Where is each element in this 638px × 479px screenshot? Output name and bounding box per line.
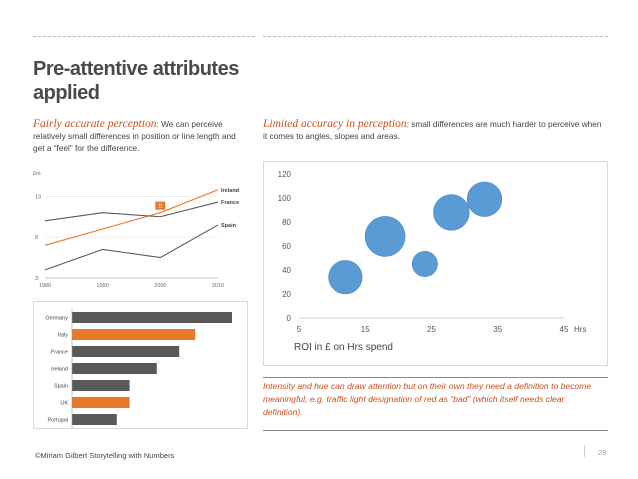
bubble-xtick-label: 35 xyxy=(493,325,502,334)
bubble-point xyxy=(466,181,503,217)
left-description-text: : We can perceive relatively small diffe… xyxy=(33,119,236,153)
line-series-label: Ireland xyxy=(221,188,239,194)
line-series-label: Spain xyxy=(221,223,237,229)
bubble-xtick-label: 45 xyxy=(560,325,569,334)
bubble-chart-svg: 0 20 40 60 80 100 120 5 15 25 35 45 Hrs ROI in £ on H… xyxy=(278,170,587,353)
bubble-chart-title: ROI in £ on Hrs spend xyxy=(294,342,393,353)
bubble-point xyxy=(433,194,470,231)
left-description-emphasis: Fairly accurate perception xyxy=(33,118,157,130)
line-chart-annotation-label: 11 xyxy=(158,204,163,210)
bar-chart: Germany Italy France Ireland Spain UK Portugal xyxy=(33,301,248,429)
bubble-ytick-label: 40 xyxy=(282,266,291,275)
page-number: 28 xyxy=(598,448,607,457)
line-chart-ytick-label: 3 xyxy=(35,276,38,282)
bar-category-label: UK xyxy=(60,401,68,407)
bubble-point xyxy=(328,260,363,295)
line-series-spain xyxy=(44,224,219,271)
footer-credit: ©Miriam Gilbert Storytelling with Number… xyxy=(35,451,175,460)
bar-italy xyxy=(72,329,196,340)
bubble-ytick-label: 20 xyxy=(282,290,291,299)
bubble-ytick-label: 0 xyxy=(287,314,292,323)
line-chart-xtick-label: 1980 xyxy=(39,283,51,289)
line-chart-xtick-label: 1990 xyxy=(97,283,109,289)
bubble-xtick-label: 25 xyxy=(427,325,436,334)
bar-germany xyxy=(72,312,232,323)
bar-category-label: Ireland xyxy=(51,367,68,373)
line-chart-ytick-label: 8 xyxy=(35,235,38,241)
bubble-ytick-label: 60 xyxy=(282,242,291,251)
line-chart-ylabel: £m xyxy=(33,171,41,177)
line-chart-svg: £m 3 8 13 1980 1990 2000 2010 Ireland France Spain… xyxy=(33,171,239,289)
bar-ireland xyxy=(72,363,157,374)
bar-category-label: Portugal xyxy=(48,418,69,424)
page-title: Pre-attentive attributes applied xyxy=(33,58,239,104)
line-series-france xyxy=(44,201,219,222)
right-description-text: : small differences are much harder to p… xyxy=(263,119,602,141)
line-series-ireland xyxy=(44,189,219,246)
bar-category-label: Germany xyxy=(45,316,68,322)
right-description: Limited accuracy in perception: small di… xyxy=(263,118,603,142)
caption-bottom-rule xyxy=(263,430,608,431)
right-description-emphasis: Limited accuracy in perception xyxy=(263,118,407,130)
page-separator xyxy=(584,445,585,457)
bar-france xyxy=(72,346,180,357)
line-series-label: France xyxy=(221,200,239,206)
left-description: Fairly accurate perception: We can perce… xyxy=(33,118,248,154)
bar-category-label: France xyxy=(51,350,68,356)
line-chart-ytick-label: 13 xyxy=(35,194,41,200)
bubble-xaxis-label: Hrs xyxy=(574,325,586,334)
top-rule-left xyxy=(33,36,255,37)
bubble-ytick-label: 120 xyxy=(278,170,292,179)
bubble-point xyxy=(364,216,406,257)
bubble-ytick-label: 80 xyxy=(282,218,291,227)
line-chart: £m 3 8 13 1980 1990 2000 2010 Ireland France Spain… xyxy=(33,168,248,290)
bar-uk xyxy=(72,397,130,408)
bubble-point xyxy=(411,251,438,277)
bar-category-label: Spain xyxy=(54,384,68,390)
caption: Intensity and hue can draw attention but… xyxy=(263,381,592,417)
bar-portugal xyxy=(72,414,117,425)
line-chart-xtick-label: 2000 xyxy=(154,283,166,289)
bar-category-label: Italy xyxy=(58,333,68,339)
line-chart-xtick-label: 2010 xyxy=(212,283,224,289)
top-rule-right xyxy=(263,36,608,37)
bubble-xtick-label: 15 xyxy=(361,325,370,334)
caption-top-rule xyxy=(263,377,608,378)
bar-chart-svg: Germany Italy France Ireland Spain UK Portugal xyxy=(45,309,232,428)
bubble-ytick-label: 100 xyxy=(278,194,292,203)
bar-spain xyxy=(72,380,130,391)
bubble-xtick-label: 5 xyxy=(297,325,302,334)
bubble-chart: 0 20 40 60 80 100 120 5 15 25 35 45 Hrs ROI in £ on H… xyxy=(263,161,608,366)
line-chart-annotation-box xyxy=(155,201,166,210)
